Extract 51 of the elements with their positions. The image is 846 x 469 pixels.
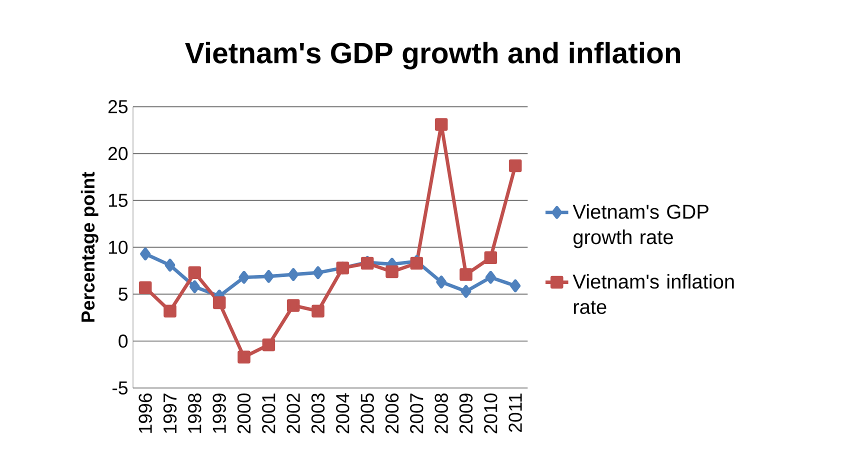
x-tick-label: 2009 — [459, 394, 473, 434]
y-tick-label: 5 — [118, 288, 128, 301]
point — [434, 118, 448, 131]
x-tick-label: 2001 — [262, 394, 276, 434]
x-tick-label: 2006 — [385, 394, 399, 434]
point — [189, 280, 200, 294]
point — [436, 276, 447, 288]
y-tick-label: 25 — [108, 100, 128, 114]
x-tick-label: 1999 — [212, 394, 226, 433]
x-tick-label: 2010 — [484, 393, 498, 434]
x-tick-label: 2008 — [434, 394, 448, 434]
y-axis-title: Percentage point — [80, 172, 98, 322]
point — [312, 266, 324, 280]
x-tick-label: 2005 — [360, 394, 374, 434]
y-tick-label: 20 — [108, 146, 128, 160]
x-tick-label: 2007 — [410, 394, 424, 434]
point — [312, 304, 324, 318]
y-tick-label: 15 — [108, 194, 128, 207]
point — [484, 251, 498, 264]
y-tick-label: 0 — [118, 334, 128, 348]
point — [212, 296, 226, 310]
legend-label: Vietnam's GDP growth rate — [572, 204, 708, 248]
x-tick-label: 1998 — [188, 394, 202, 433]
point — [288, 268, 299, 281]
point — [238, 270, 250, 284]
point — [164, 258, 176, 272]
point — [508, 159, 522, 172]
point — [164, 304, 176, 318]
chart-title: Vietnam's GDP growth and inflation — [185, 42, 680, 70]
x-tick-label: 1996 — [138, 394, 152, 433]
point — [386, 265, 398, 278]
point — [485, 270, 496, 284]
point — [238, 350, 250, 364]
x-tick-label: 2000 — [237, 393, 251, 434]
legend-label: Vietnam's inflation rate — [572, 274, 734, 314]
point — [140, 247, 151, 260]
point — [286, 299, 300, 312]
point — [510, 279, 521, 292]
point — [263, 270, 274, 283]
x-tick-label: 1997 — [163, 394, 177, 433]
point — [138, 281, 152, 294]
x-tick-label: 2004 — [336, 393, 350, 434]
y-tick-label: 10 — [108, 240, 128, 254]
x-tick-label: 2003 — [311, 394, 325, 434]
point — [460, 268, 472, 281]
point — [460, 285, 472, 298]
point — [262, 338, 276, 352]
x-tick-label: 2002 — [286, 394, 300, 434]
x-tick-label: 2011 — [508, 394, 522, 432]
y-tick-label: -5 — [112, 381, 128, 395]
point — [188, 266, 202, 280]
